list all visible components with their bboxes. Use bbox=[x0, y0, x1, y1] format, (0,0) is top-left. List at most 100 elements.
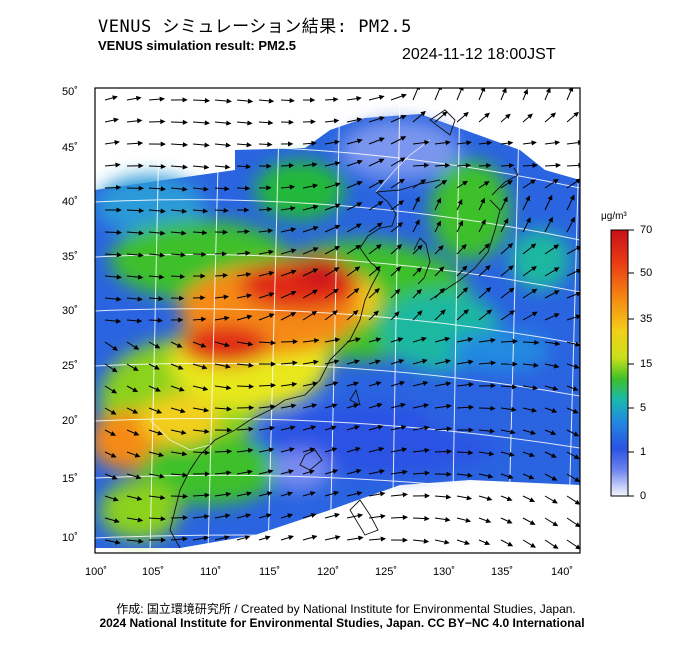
wind-arrow-head bbox=[402, 537, 408, 543]
wind-arrow-head bbox=[481, 219, 486, 225]
wind-arrow-head bbox=[267, 469, 274, 475]
wind-arrow-head bbox=[312, 226, 319, 231]
wind-arrow-head bbox=[397, 222, 404, 228]
wind-arrow-head bbox=[160, 494, 166, 500]
wind-arrow-head bbox=[550, 112, 557, 118]
wind-arrow-head bbox=[551, 453, 557, 458]
wind-arrow-head bbox=[423, 538, 430, 544]
wind-arrow-head bbox=[226, 448, 233, 455]
wind-arrow-head bbox=[114, 518, 120, 524]
wind-arrow-head bbox=[438, 245, 444, 251]
wind-arrow-head bbox=[268, 313, 275, 319]
wind-arrow-head bbox=[400, 402, 406, 408]
wind-arrow-head bbox=[468, 359, 474, 365]
wind-arrow-head bbox=[132, 387, 139, 393]
wind-arrow-head bbox=[248, 383, 255, 390]
wind-arrow-head bbox=[290, 290, 297, 296]
wind-arrow-head bbox=[552, 498, 558, 504]
wind-arrow-head bbox=[550, 430, 557, 435]
wind-arrow-head bbox=[553, 178, 559, 184]
wind-arrow-head bbox=[485, 265, 491, 271]
wind-arrow bbox=[566, 164, 580, 167]
wind-arrow-head bbox=[267, 228, 274, 234]
wind-arrow-head bbox=[224, 186, 230, 192]
wind-arrow-head bbox=[181, 451, 188, 457]
wind-arrow-head bbox=[160, 230, 166, 236]
wind-arrow-head bbox=[507, 180, 513, 186]
wind-arrow-head bbox=[110, 431, 117, 436]
wind-arrow-head bbox=[512, 338, 519, 344]
wind-arrow-head bbox=[116, 296, 122, 302]
wind-arrow-head bbox=[466, 495, 473, 501]
wind-arrow-head bbox=[480, 197, 485, 204]
wind-arrow-head bbox=[177, 364, 184, 370]
wind-arrow-head bbox=[287, 491, 294, 497]
wind-arrow-head bbox=[486, 163, 492, 169]
wind-arrow-head bbox=[531, 407, 538, 413]
wind-arrow-head bbox=[486, 309, 493, 315]
wind-arrow-head bbox=[247, 120, 253, 126]
wind-arrow-head bbox=[445, 359, 451, 364]
wind-arrow-head bbox=[290, 403, 297, 409]
wind-arrow-head bbox=[247, 469, 253, 475]
wind-arrow-head bbox=[132, 408, 139, 414]
wind-arrow-head bbox=[202, 208, 209, 214]
borders bbox=[95, 109, 431, 451]
wind-arrow-head bbox=[440, 309, 446, 315]
wind-arrow-head bbox=[287, 513, 294, 519]
wind-arrow-head bbox=[203, 164, 210, 170]
wind-arrow-head bbox=[401, 447, 408, 453]
wind-arrow-head bbox=[507, 541, 514, 547]
lon-tick: 140˚ bbox=[551, 566, 574, 578]
wind-arrow-head bbox=[311, 534, 318, 540]
wind-arrow-head bbox=[222, 229, 228, 235]
wind-arrow-head bbox=[424, 448, 430, 454]
wind-arrow-head bbox=[180, 408, 186, 414]
wind-arrow-head bbox=[531, 265, 537, 272]
wind-arrow-head bbox=[204, 120, 211, 126]
wind-arrow-head bbox=[357, 513, 364, 519]
wind-arrow-head bbox=[112, 345, 119, 351]
wind-arrow-head bbox=[531, 288, 538, 294]
wind-arrow-head bbox=[529, 452, 535, 457]
wind-arrow-head bbox=[378, 94, 385, 100]
wind-arrow-head bbox=[244, 535, 251, 541]
wind-arrow-head bbox=[333, 359, 340, 365]
wind-arrow-head bbox=[116, 274, 122, 280]
wind-arrow-head bbox=[224, 342, 231, 348]
wind-arrow-head bbox=[353, 403, 360, 409]
wind-arrow-head bbox=[182, 97, 188, 103]
wind-arrow-head bbox=[420, 179, 427, 185]
wind-arrow-head bbox=[182, 186, 188, 192]
wind-arrow-head bbox=[378, 446, 385, 452]
wind-arrow-head bbox=[288, 535, 294, 540]
wind-arrow-head bbox=[182, 119, 189, 125]
wind-arrow-head bbox=[181, 230, 187, 236]
wind-arrow-head bbox=[269, 425, 276, 431]
lon-tick: 135˚ bbox=[491, 566, 514, 578]
wind-arrow-head bbox=[402, 492, 409, 498]
wind-arrow-head bbox=[289, 97, 295, 104]
wind-arrow-head bbox=[376, 222, 383, 228]
wind-arrow-head bbox=[424, 425, 430, 431]
wind-arrow-head bbox=[355, 244, 362, 250]
wind-arrow-head bbox=[181, 429, 187, 435]
wind-arrow-head bbox=[204, 98, 211, 104]
wind-arrow-head bbox=[159, 252, 166, 258]
wind-arrow-head bbox=[356, 202, 363, 208]
wind-arrow-head bbox=[551, 408, 558, 413]
wind-arrow-head bbox=[111, 367, 118, 373]
wind-arrow-head bbox=[334, 512, 340, 518]
lon-tick: 115˚ bbox=[259, 566, 281, 578]
wind-arrow-head bbox=[394, 311, 400, 317]
wind-arrow-head bbox=[424, 493, 430, 499]
wind-arrow-head bbox=[182, 164, 188, 170]
wind-arrow-head bbox=[416, 267, 422, 273]
wind-arrow-head bbox=[445, 517, 451, 523]
wind-arrow-head bbox=[204, 450, 211, 456]
wind-arrow-head bbox=[331, 403, 338, 409]
wind-arrow-head bbox=[226, 406, 232, 412]
wind-arrow-head bbox=[135, 474, 142, 480]
wind-arrow-head bbox=[136, 495, 143, 501]
wind-arrow-head bbox=[137, 296, 143, 302]
